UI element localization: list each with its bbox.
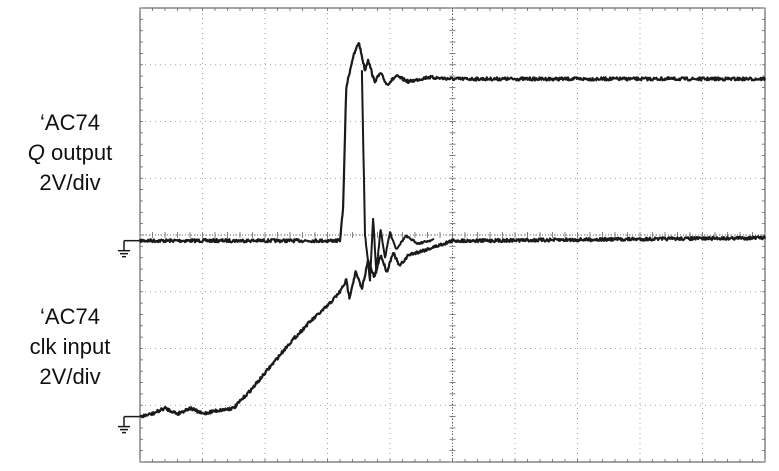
clk-label-text: 2V/div bbox=[39, 364, 101, 389]
ground-markers bbox=[118, 239, 140, 434]
q-ringing-trace bbox=[360, 70, 435, 282]
q-label-italic: Q bbox=[27, 140, 45, 165]
traces bbox=[138, 42, 767, 419]
q-label-text: ‘AC74 bbox=[40, 110, 100, 135]
q-label-line: Q output bbox=[0, 138, 140, 168]
clk-label-line: 2V/div bbox=[0, 362, 140, 392]
q-label-line: ‘AC74 bbox=[0, 108, 140, 138]
q-output-label: ‘AC74 Q output 2V/div bbox=[0, 108, 140, 198]
graticule bbox=[139, 7, 766, 463]
q-label-text: output bbox=[44, 140, 113, 165]
clk-input-label: ‘AC74 clk input 2V/div bbox=[0, 302, 140, 392]
clk-label-line: ‘AC74 bbox=[0, 302, 140, 332]
q-label-text: 2V/div bbox=[39, 170, 101, 195]
q-trace bbox=[138, 42, 767, 244]
q-ground-icon bbox=[118, 239, 140, 258]
clk-trace bbox=[139, 235, 767, 419]
clk-label-text: ‘AC74 bbox=[40, 304, 100, 329]
q-label-line: 2V/div bbox=[0, 168, 140, 198]
clk-label-line: clk input bbox=[0, 332, 140, 362]
clk-label-text: clk input bbox=[29, 334, 111, 359]
clk-ground-icon bbox=[118, 415, 140, 434]
